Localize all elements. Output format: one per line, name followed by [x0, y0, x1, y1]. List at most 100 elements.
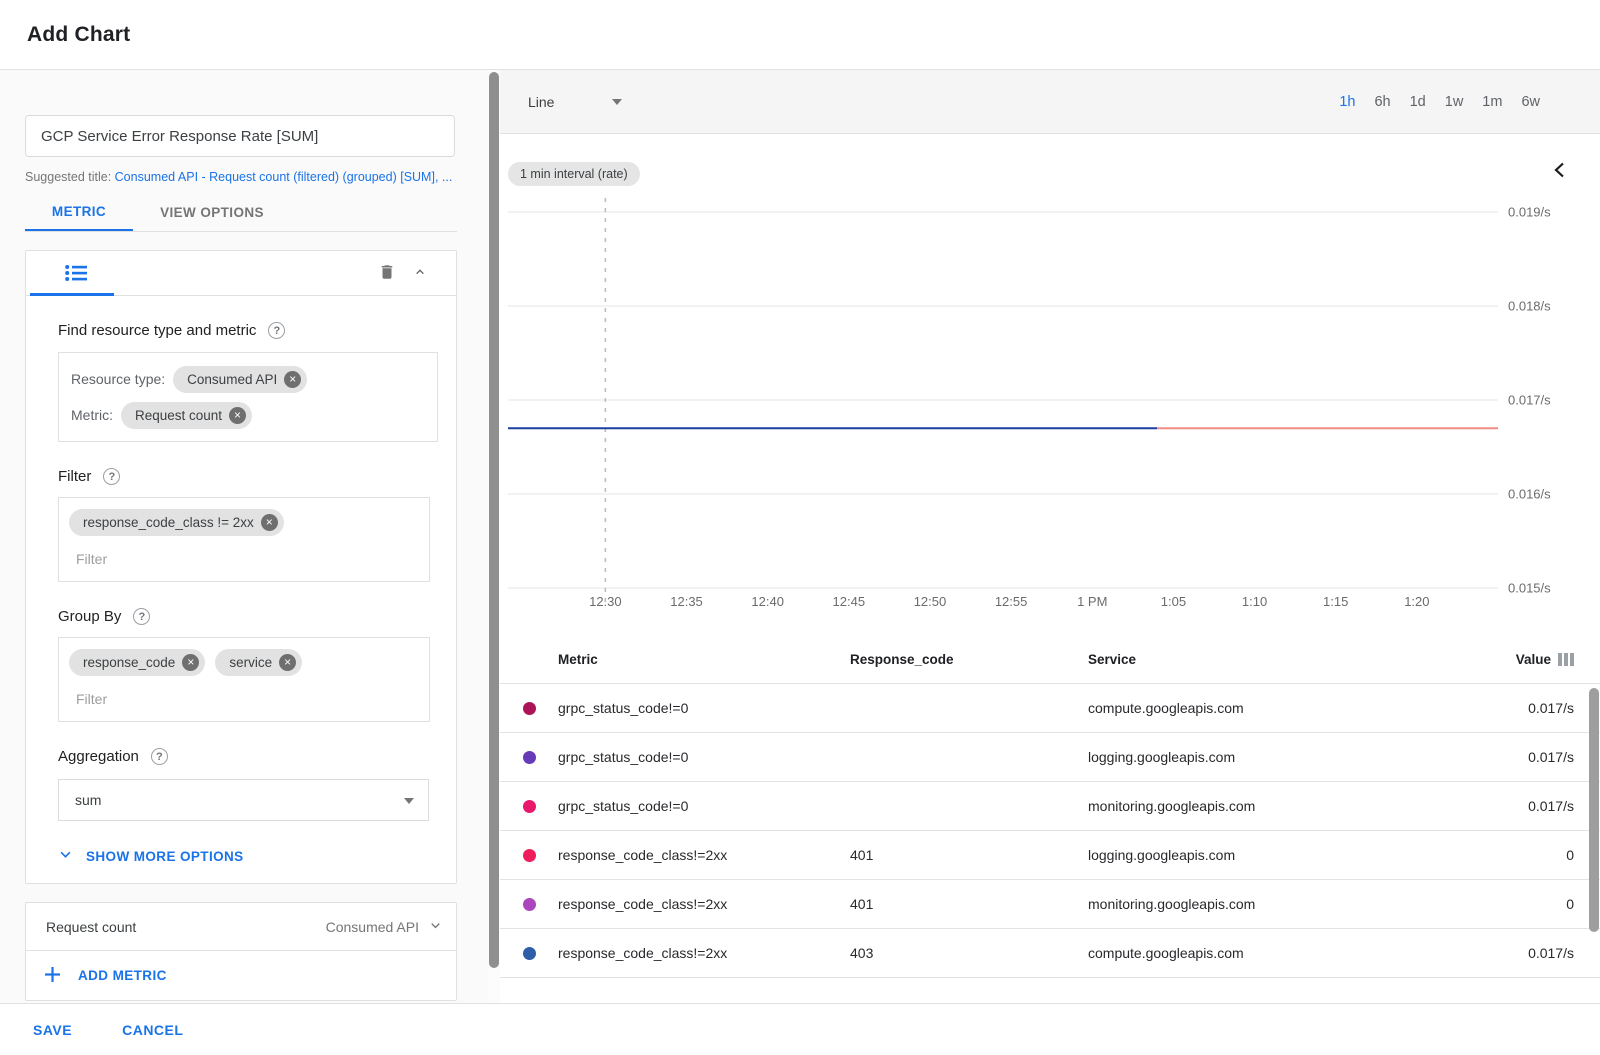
resource-metric-box[interactable]: Resource type: Consumed API × Metric: Re… — [58, 352, 438, 442]
suggested-title-link[interactable]: Consumed API - Request count (filtered) … — [114, 170, 453, 184]
suggested-title: Suggested title: Consumed API - Request … — [25, 170, 465, 184]
suggested-title-label: Suggested title: — [25, 170, 112, 184]
tab-view-options[interactable]: VIEW OPTIONS — [160, 205, 264, 220]
cell-service: logging.googleapis.com — [1088, 749, 1236, 765]
col-header-metric[interactable]: Metric — [558, 652, 598, 667]
table-row[interactable]: response_code_class!=2xx 401 logging.googl… — [500, 831, 1600, 880]
cell-metric: response_code_class!=2xx — [558, 945, 728, 961]
metric-summary-resource[interactable]: Consumed API — [326, 919, 442, 935]
help-icon[interactable]: ? — [150, 748, 168, 765]
series-color-dot — [522, 848, 536, 862]
col-header-value[interactable]: Value — [1515, 652, 1551, 667]
column-settings-icon[interactable] — [1558, 653, 1574, 666]
group-by-chip[interactable]: response_code × — [69, 649, 206, 676]
close-icon[interactable]: × — [182, 654, 200, 671]
cell-metric: grpc_status_code!=0 — [558, 749, 689, 765]
x-axis-tick-label: 1:05 — [1161, 594, 1186, 609]
col-header-service[interactable]: Service — [1088, 652, 1137, 667]
metric-config-panel: Suggested title: Consumed API - Request … — [0, 70, 488, 1003]
x-axis-tick-label: 12:40 — [751, 594, 784, 609]
interval-chip: 1 min interval (rate) — [508, 162, 640, 186]
cell-service: compute.googleapis.com — [1088, 700, 1244, 716]
help-icon[interactable]: ? — [133, 608, 151, 625]
close-icon[interactable]: × — [229, 406, 247, 424]
filter-section-title: Filter ? — [58, 468, 436, 485]
cell-metric: grpc_status_code!=0 — [558, 700, 689, 716]
chevron-down-icon — [429, 919, 442, 935]
x-axis-tick-label: 12:35 — [670, 594, 703, 609]
table-row[interactable]: response_code_class!=2xx 403 compute.googl… — [500, 929, 1600, 978]
collapse-metric-card-button[interactable] — [408, 260, 432, 287]
y-axis-tick-label: 0.018/s — [1508, 299, 1551, 314]
dropdown-arrow-icon — [612, 99, 623, 110]
dialog-header: Add Chart — [0, 0, 1600, 70]
show-more-options-button[interactable]: SHOW MORE OPTIONS — [58, 847, 244, 865]
add-metric-button[interactable]: ADD METRIC — [26, 951, 456, 1000]
close-icon[interactable]: × — [279, 654, 297, 671]
scrollbar-thumb[interactable] — [489, 72, 499, 968]
dialog-body: Suggested title: Consumed API - Request … — [0, 70, 1600, 1003]
x-axis-tick-label: 1:20 — [1404, 594, 1429, 609]
cell-response-code: 401 — [850, 896, 874, 912]
y-axis-tick-label: 0.019/s — [1508, 205, 1551, 220]
x-axis-tick-label: 12:55 — [995, 594, 1028, 609]
cell-service: monitoring.googleapis.com — [1088, 896, 1256, 912]
y-axis-tick-label: 0.016/s — [1508, 487, 1551, 502]
cell-value: 0.017/s — [1528, 798, 1574, 814]
close-icon[interactable]: × — [284, 370, 302, 388]
resource-type-chip[interactable]: Consumed API × — [173, 365, 308, 393]
metric-summary-card: Request count Consumed API — [25, 902, 457, 1001]
time-range-6w[interactable]: 6w — [1521, 93, 1540, 110]
time-range-1w[interactable]: 1w — [1444, 93, 1464, 110]
metric-summary-row[interactable]: Request count Consumed API — [26, 903, 456, 951]
cell-value: 0.017/s — [1528, 700, 1574, 716]
col-header-response-code[interactable]: Response_code — [850, 652, 954, 667]
group-by-input-placeholder[interactable]: Filter — [76, 691, 108, 707]
time-range-1h[interactable]: 1h — [1339, 93, 1356, 110]
table-row[interactable]: grpc_status_code!=0 monitoring.googleapis… — [500, 782, 1600, 831]
tab-metric[interactable]: METRIC — [25, 194, 133, 231]
plus-icon — [43, 965, 62, 987]
page-title: Add Chart — [27, 22, 131, 46]
left-panel-scrollbar[interactable] — [488, 70, 500, 1003]
time-range-1m[interactable]: 1m — [1482, 93, 1503, 110]
help-icon[interactable]: ? — [103, 468, 121, 485]
series-color-dot — [522, 897, 536, 911]
time-range-1d[interactable]: 1d — [1409, 93, 1426, 110]
metric-chip[interactable]: Request count × — [121, 401, 253, 429]
cell-metric: response_code_class!=2xx — [558, 847, 728, 863]
cancel-button[interactable]: CANCEL — [122, 1021, 184, 1038]
filter-chip[interactable]: response_code_class != 2xx × — [69, 509, 284, 536]
cell-metric: response_code_class!=2xx — [558, 896, 728, 912]
metric-label: Metric: — [71, 407, 113, 423]
x-axis-tick-label: 1 PM — [1077, 594, 1107, 609]
chart-toolbar: Line 1h 6h 1d 1w 1m 6w — [500, 70, 1600, 134]
delete-metric-button[interactable] — [374, 258, 400, 289]
aggregation-select[interactable]: sum — [58, 779, 429, 821]
group-by-chip[interactable]: service × — [215, 649, 303, 676]
time-range-6h[interactable]: 6h — [1374, 93, 1391, 110]
chart-type-select[interactable]: Line — [528, 93, 623, 110]
metric-card-tabbar — [26, 251, 456, 296]
metric-card-body: Find resource type and metric ? Resource… — [26, 322, 456, 883]
group-by-box[interactable]: response_code × service × Filter — [58, 637, 430, 722]
filter-input-placeholder[interactable]: Filter — [76, 551, 108, 567]
table-row[interactable]: response_code_class!=2xx 401 monitoring.go… — [500, 880, 1600, 929]
help-icon[interactable]: ? — [268, 322, 286, 339]
metric-list-icon[interactable] — [61, 260, 91, 286]
table-scrollbar[interactable] — [1589, 688, 1599, 932]
cell-service: monitoring.googleapis.com — [1088, 798, 1256, 814]
chart-title-input[interactable] — [25, 115, 455, 157]
close-icon[interactable]: × — [260, 514, 278, 531]
cell-service: logging.googleapis.com — [1088, 847, 1236, 863]
table-row[interactable]: grpc_status_code!=0 compute.googleapis.co… — [500, 684, 1600, 733]
save-button[interactable]: SAVE — [33, 1021, 73, 1038]
y-axis-tick-label: 0.017/s — [1508, 393, 1551, 408]
filter-box[interactable]: response_code_class != 2xx × Filter — [58, 497, 430, 582]
table-row[interactable]: grpc_status_code!=0 logging.googleapis.co… — [500, 733, 1600, 782]
cell-response-code: 403 — [850, 945, 874, 961]
chart-area: 1 min interval (rate) 0.019/s 0.018/s 0.01… — [500, 134, 1600, 636]
trash-icon — [378, 262, 396, 285]
line-chart[interactable]: 0.019/s0.018/s0.017/s0.016/s0.015/s12:30… — [500, 134, 1600, 636]
cell-value: 0 — [1566, 847, 1574, 863]
